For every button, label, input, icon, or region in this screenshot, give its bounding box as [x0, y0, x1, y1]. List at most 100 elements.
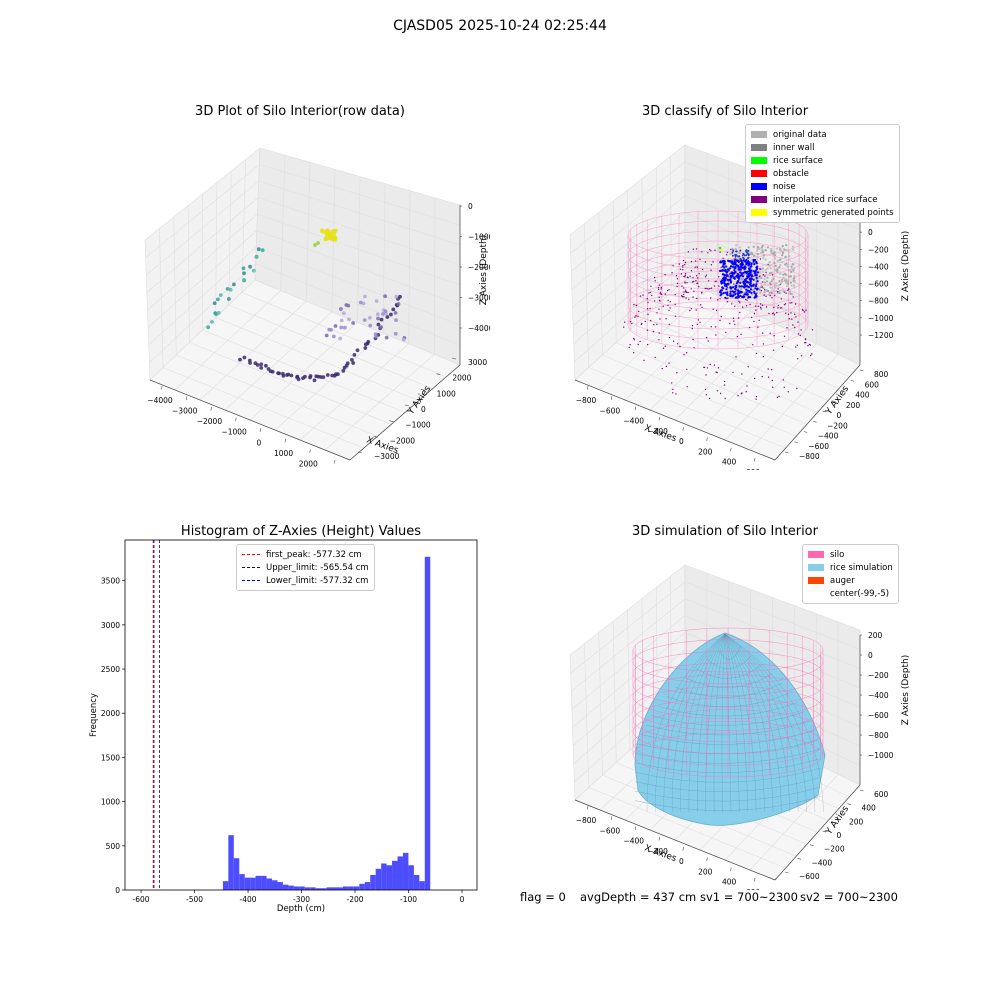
noise-point [752, 260, 755, 263]
data-point [383, 309, 388, 314]
interpolated-point [704, 261, 707, 263]
original-point [761, 270, 764, 273]
interpolated-point [736, 335, 739, 338]
data-point [325, 373, 330, 377]
data-point [321, 375, 326, 379]
interpolated-point [633, 337, 635, 340]
interpolated-point [710, 297, 712, 299]
interpolated-point [639, 295, 642, 297]
legend-item: rice surface [751, 154, 894, 167]
noise-point [752, 258, 755, 262]
interpolated-point [699, 258, 701, 261]
surface-mesh-line [672, 633, 726, 813]
panel2-y-tick-mark [794, 441, 798, 444]
interpolated-point [696, 323, 698, 326]
grid-line [655, 167, 658, 306]
original-point [766, 246, 770, 249]
interpolated-point [649, 291, 652, 293]
interpolated-point [656, 323, 658, 326]
legend-swatch [808, 577, 824, 584]
histogram-bar [228, 835, 234, 890]
noise-point [743, 265, 746, 268]
noise-point [731, 290, 734, 293]
data-point [308, 375, 312, 380]
histogram-bar [250, 877, 256, 890]
grid-line [241, 159, 246, 293]
panel2-x-tick-label: 400 [722, 458, 737, 467]
original-point [779, 272, 782, 275]
original-point [760, 282, 763, 285]
noise-point [721, 281, 724, 284]
data-point [232, 282, 236, 287]
original-point [789, 275, 793, 278]
noise-point [737, 266, 740, 269]
noise-point [729, 265, 733, 268]
panel2-y-tick-mark [850, 379, 855, 382]
interpolated-point [658, 284, 661, 286]
data-point [316, 241, 320, 245]
noise-point [756, 280, 759, 283]
interpolated-point [668, 336, 671, 339]
panel4-x-tick-label: 0 [679, 857, 684, 866]
interpolated-point [691, 325, 694, 327]
legend-label: interpolated rice surface [773, 194, 878, 205]
panel1-z-tick-label: −3000 [468, 294, 490, 303]
interpolated-point [769, 332, 771, 334]
noise-point [726, 278, 729, 281]
original-point [769, 267, 772, 270]
interpolated-point [643, 359, 645, 362]
noise-point [732, 249, 735, 252]
noise-point [729, 286, 732, 289]
interpolated-point [753, 312, 756, 315]
original-point [752, 288, 755, 291]
legend-label: noise [773, 181, 796, 192]
interpolated-point [682, 259, 685, 262]
original-point [784, 278, 787, 281]
panel2-x-tick-label: −200 [647, 427, 668, 436]
data-point [345, 361, 350, 366]
original-point [786, 265, 789, 268]
noise-point [721, 265, 724, 268]
interpolated-point [685, 297, 687, 299]
surface-mesh-line [724, 633, 799, 813]
panel4-y-tick-label: −400 [812, 858, 833, 867]
data-point [363, 346, 368, 350]
histogram-bar [392, 860, 398, 890]
original-point [770, 290, 773, 293]
noise-point [746, 281, 749, 284]
interpolated-point [723, 380, 726, 383]
noise-point [719, 294, 722, 297]
data-point [255, 363, 260, 367]
original-point [731, 247, 734, 251]
surface-mesh-line [634, 758, 821, 774]
surface-mesh-line [724, 633, 790, 813]
legend-label: auger [830, 575, 855, 586]
histogram-bar [315, 888, 322, 890]
original-point [792, 279, 795, 282]
interpolated-point [623, 326, 625, 328]
panel4-x-tick-mark [682, 847, 684, 851]
original-point [793, 286, 796, 289]
interpolated-point [642, 294, 644, 296]
noise-point [753, 263, 756, 266]
panel4-y-tick-label: −200 [824, 845, 845, 854]
interpolated-point [683, 354, 685, 356]
original-point [740, 277, 743, 281]
original-point [751, 271, 754, 275]
data-point [248, 361, 252, 365]
interpolated-point [676, 343, 679, 345]
interpolated-point [658, 299, 661, 301]
noise-point [745, 254, 748, 257]
noise-point [740, 272, 743, 275]
original-point [785, 249, 788, 252]
interpolated-point [720, 266, 722, 269]
original-point [786, 282, 790, 285]
noise-point [743, 267, 746, 270]
data-point [339, 325, 344, 330]
interpolated-point [810, 354, 812, 357]
histogram-bar [288, 885, 294, 890]
grid-line [572, 212, 686, 308]
original-point [773, 261, 776, 264]
data-point [346, 303, 351, 308]
original-point [781, 245, 784, 248]
